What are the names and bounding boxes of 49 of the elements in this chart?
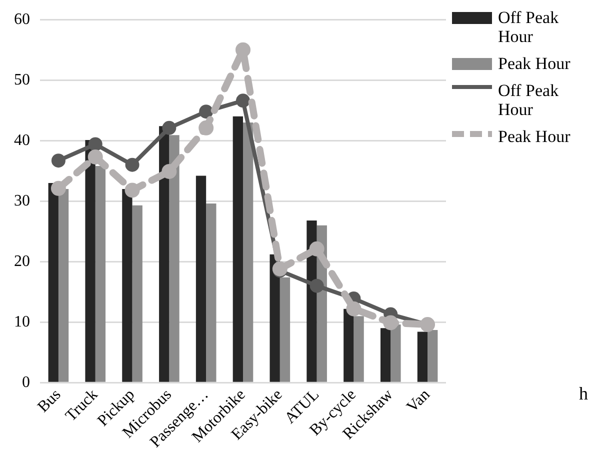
- bar: [169, 135, 180, 382]
- bar: [380, 328, 391, 382]
- point: [88, 149, 103, 164]
- point: [383, 315, 398, 330]
- bar: [159, 126, 170, 382]
- legend-label: Peak Hour: [498, 54, 570, 73]
- bar: [390, 324, 401, 382]
- bar: [58, 189, 69, 382]
- point: [310, 278, 324, 293]
- y-tick-label: 10: [14, 313, 30, 330]
- point: [162, 120, 176, 135]
- point: [198, 120, 214, 136]
- bar: [354, 316, 364, 382]
- y-tick-label: 0: [22, 374, 30, 391]
- point: [346, 301, 362, 316]
- point: [272, 261, 288, 276]
- y-tick-label: 20: [14, 252, 30, 270]
- y-tick-label: 50: [14, 71, 30, 88]
- x-tick-label: Van: [404, 386, 434, 416]
- bar: [48, 182, 58, 382]
- point: [236, 94, 250, 108]
- x-tick-label: Bus: [34, 386, 64, 416]
- legend-label: Peak Hour: [498, 127, 570, 146]
- point: [162, 164, 177, 179]
- text: h: [579, 384, 588, 404]
- point: [199, 104, 214, 119]
- point: [50, 180, 66, 196]
- y-tick-label: 40: [14, 132, 30, 149]
- bar: [122, 189, 132, 382]
- bar: [95, 166, 106, 382]
- point: [51, 154, 66, 168]
- point: [124, 182, 140, 198]
- bar: [206, 204, 216, 382]
- bar: [344, 308, 354, 382]
- bar: [417, 332, 428, 382]
- y-tick-label: 30: [14, 192, 30, 210]
- bar: [85, 140, 96, 382]
- legend-label: Off Peak Hour: [498, 8, 560, 46]
- bar: [232, 116, 243, 382]
- point: [125, 158, 140, 172]
- y-tick-label: 60: [14, 10, 30, 28]
- point: [88, 137, 102, 152]
- bar: [196, 176, 206, 382]
- bar: [428, 330, 438, 382]
- bar: [243, 122, 254, 382]
- point: [309, 241, 324, 256]
- legend-label: Off Peak Hour: [498, 81, 560, 119]
- point: [236, 42, 250, 58]
- bar: [132, 205, 142, 382]
